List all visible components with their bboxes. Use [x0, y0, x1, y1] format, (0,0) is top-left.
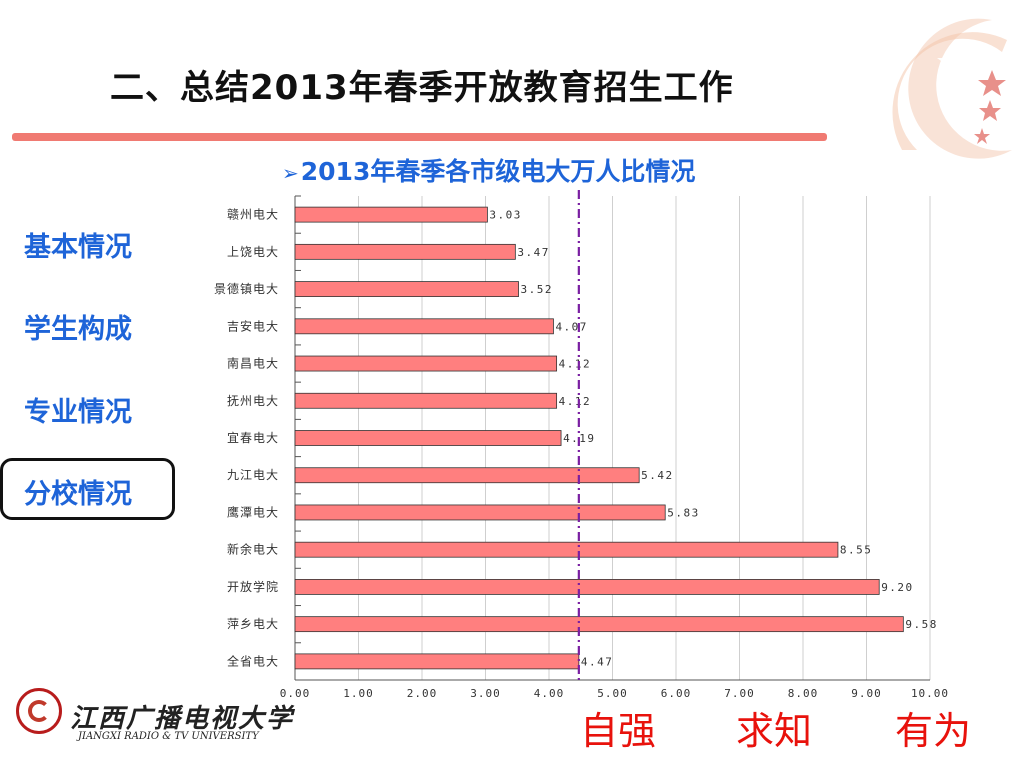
x-tick-label: 1.00 — [343, 687, 374, 700]
decoration-stars-icon — [892, 18, 1012, 159]
nav-item-students[interactable]: 学生构成 — [24, 314, 132, 345]
category-label: 吉安电大 — [227, 318, 279, 333]
value-label: 3.03 — [489, 209, 522, 222]
category-label: 抚州电大 — [227, 394, 279, 408]
category-label: 景德镇电大 — [214, 281, 279, 296]
category-label: 九江电大 — [227, 468, 279, 482]
bar — [294, 206, 488, 223]
value-label: 9.20 — [881, 581, 914, 594]
x-tick-label: 10.00 — [911, 687, 949, 700]
bar — [294, 392, 558, 409]
nav-item-branches[interactable]: 分校情况 — [24, 479, 132, 510]
bar — [294, 281, 519, 297]
category-label: 南昌电大 — [227, 356, 279, 371]
nav-item-basic[interactable]: 基本情况 — [24, 232, 132, 263]
category-label: 开放学院 — [227, 579, 279, 594]
x-tick-label: 6.00 — [661, 687, 692, 700]
x-tick-label: 7.00 — [724, 687, 755, 700]
category-label: 宜春电大 — [227, 430, 279, 445]
x-tick-label: 8.00 — [788, 687, 819, 700]
bar — [294, 318, 554, 335]
motto-1: 自强 — [580, 709, 657, 753]
bar — [294, 243, 516, 260]
bar-chart: 0.00 1.00 2.00 3.00 4.00 5.00 6.00 7.00 8.00 9.00… — [214, 190, 949, 700]
logo-text-cn: 江西广播电视大学 — [70, 704, 295, 734]
x-tick-label: 3.00 — [470, 687, 501, 700]
motto-2: 求知 — [736, 709, 813, 753]
bar — [294, 355, 558, 372]
value-label: 4.47 — [581, 655, 614, 668]
bar — [294, 467, 640, 484]
category-label: 萍乡电大 — [227, 617, 279, 631]
x-tick-label: 4.00 — [534, 687, 565, 700]
category-label: 赣州电大 — [227, 208, 279, 222]
value-label: 3.52 — [521, 283, 554, 296]
bar — [294, 653, 580, 670]
logo-text-en: JIANGXI RADIO & TV UNIVERSITY — [78, 731, 259, 742]
value-label: 3.47 — [517, 246, 550, 259]
value-label: 4.12 — [559, 395, 592, 408]
x-tick-label: 9.00 — [851, 687, 882, 700]
nav-item-majors[interactable]: 专业情况 — [24, 397, 132, 428]
category-label: 鹰潭电大 — [227, 504, 279, 519]
value-label: 9.58 — [905, 618, 938, 631]
page-title: 二、总结2013年春季开放教育招生工作 — [110, 68, 734, 108]
title-divider — [12, 133, 827, 141]
chart-subtitle-text: 2013年春季各市级电大万人比情况 — [300, 157, 696, 186]
value-label: 4.07 — [555, 320, 588, 333]
bar — [294, 616, 904, 633]
value-label: 4.12 — [559, 358, 592, 371]
chart-container: 0.00 1.00 2.00 3.00 4.00 5.00 6.00 7.00 8.00 9.00… — [178, 183, 990, 705]
category-label: 全省电大 — [227, 653, 279, 668]
value-label: 8.55 — [840, 544, 873, 557]
bar — [294, 504, 666, 521]
x-tick-label: 5.00 — [597, 687, 628, 700]
arrow-bullet-icon: ➢ — [282, 161, 299, 185]
category-label: 上饶电大 — [227, 245, 279, 259]
category-label: 新余电大 — [227, 542, 279, 557]
x-tick-label: 0.00 — [280, 687, 311, 700]
motto-3: 有为 — [895, 709, 972, 753]
bar — [294, 541, 839, 558]
university-logo-icon — [16, 688, 62, 734]
x-tick-label: 2.00 — [407, 687, 438, 700]
bar — [294, 430, 562, 446]
bar — [294, 579, 880, 595]
nav-active-frame — [0, 458, 175, 520]
value-label: 5.42 — [641, 469, 674, 482]
chart-subtitle: ➢2013年春季各市级电大万人比情况 — [282, 152, 695, 188]
value-label: 5.83 — [667, 506, 700, 519]
